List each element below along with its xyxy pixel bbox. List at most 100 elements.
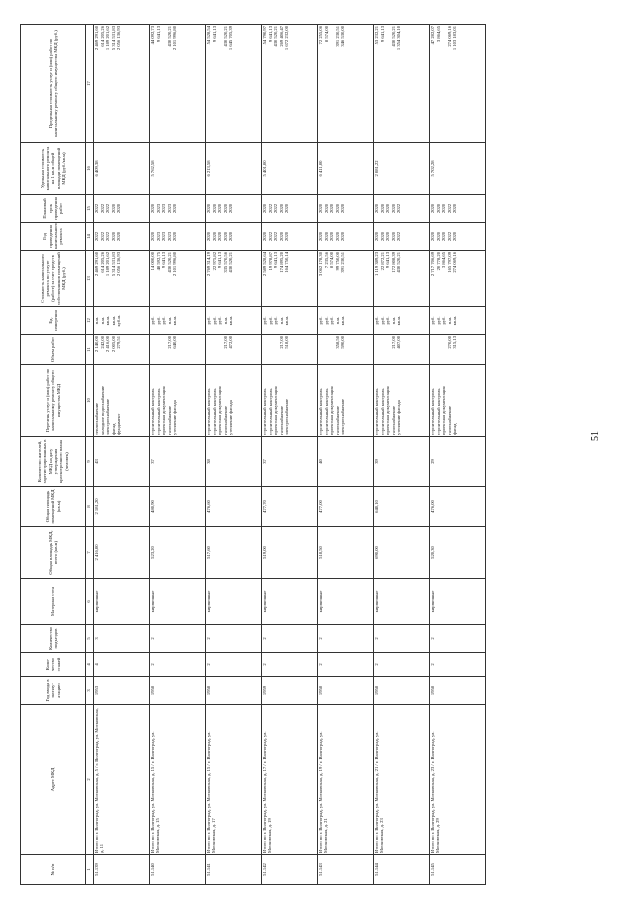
column-number: 5 <box>85 624 94 653</box>
table-cell: Итого по г. Волгоград, ул. Московская, д… <box>429 704 486 855</box>
table-cell: 2 <box>261 624 318 653</box>
table-cell: 51.142 <box>261 854 318 885</box>
table-cell: 2 081,22 <box>373 142 430 195</box>
header-row: № п/п Адрес МКД Год ввода в эксплу-атацию К… <box>20 24 86 885</box>
table-cell: 2 <box>317 652 374 677</box>
table-cell: Итого по г. Волгоград, ул. Московская, д… <box>317 704 374 855</box>
table-cell-list: 72 255,06 8 574,00 391 230,51 346 530,00 <box>317 24 374 143</box>
list-item: 315,13 <box>452 336 458 349</box>
table-cell-list: руб. руб. руб. п.м. кв.м. <box>261 306 318 335</box>
column-header: Ед. измерения <box>20 306 86 335</box>
list-item: 346 530,00 <box>340 26 346 47</box>
table-cell-list: 54 528,54 9 641,13 430 520,21 1 645 705,39 <box>205 24 262 143</box>
list-item: 279,51 <box>116 336 122 349</box>
table-cell: 51.145 <box>429 854 486 885</box>
list-item: кв.м. <box>452 315 458 326</box>
table-cell-list: 2 717 706,69 20 778,20 3 864,65 165 797,09 2… <box>429 250 486 307</box>
list-item: кв.м. <box>172 315 178 326</box>
column-header: Удельная стоимость капитального ремонта … <box>20 142 86 195</box>
list-item: 2020 <box>284 231 290 242</box>
table-cell: кирпичные <box>93 578 150 625</box>
table-cell: 5 702,28 <box>429 142 486 195</box>
list-item: 2020 <box>284 203 290 214</box>
list-item: куб.м. <box>116 314 122 327</box>
table-cell-list: 2 140,00 242,00 2 416,00 2 005,00 279,51 <box>93 334 150 365</box>
table-cell: 5 401,00 <box>261 142 318 195</box>
table-cell: 2 <box>205 624 262 653</box>
table-cell-list: 2020 2023 2023 2023 2020 <box>149 222 206 251</box>
table-cell-list: 54 790,97 9 641,13 430 520,21 269 406,47 1 6… <box>261 24 318 143</box>
table-cell: 2 <box>261 652 318 677</box>
rotated-table-container: № п/п Адрес МКД Год ввода в эксплу-атацию К… <box>20 24 580 885</box>
table-cell: 3 <box>93 624 150 653</box>
table-cell: 2 416,00 <box>93 526 150 579</box>
table-cell-list: 2020 2020 2020 2020 2020 <box>317 222 374 251</box>
list-item: 391 230,51 <box>340 252 346 273</box>
table-cell-list: 2020 2020 2020 2022 2020 <box>429 194 486 223</box>
column-number: 1 <box>85 854 94 885</box>
table-cell: Итого по г. Волгоград, ул. Московская, д… <box>205 704 262 855</box>
table-cell-list: 2020 2020 2020 2022 2020 <box>429 222 486 251</box>
table-cell-list: руб. руб. руб. п.м. кв.м. <box>149 306 206 335</box>
table-cell-list: 2 769 314,19 22 975,82 9 641,13 335 570,56 4… <box>205 250 262 307</box>
table-cell-list: 2022 2022 2022 2020 2020 <box>93 194 150 223</box>
column-header: Материал стен <box>20 578 86 625</box>
list-item: 640,00 <box>172 336 178 349</box>
list-item: электроснабжение <box>340 398 346 435</box>
table-cell-list: 2020 2020 2020 2020 2022 <box>373 222 430 251</box>
table-cell: 51.139 <box>93 854 150 885</box>
table-cell: 51.140 <box>149 854 206 885</box>
table-cell: Итого по г. Волгоград, ул. Московская, д… <box>149 704 206 855</box>
table-cell: 43 <box>93 436 150 487</box>
table-cell-list: строительный контроль строительный контро… <box>205 364 262 437</box>
list-item: электроснабжение <box>284 398 290 435</box>
table-cell-list: строительный контроль строительный контро… <box>373 364 430 437</box>
table-cell: 38 <box>205 436 262 487</box>
table-cell-list: 14 000,00 48 592,75 9 641,13 430 520,21 2 10… <box>149 250 206 307</box>
table-cell-list: строительный контроль строительный контро… <box>429 364 486 437</box>
table-cell-list: 217,00 640,00 <box>149 334 206 365</box>
column-header: Стоимость капитального ремонта по услуге… <box>20 250 86 307</box>
list-item: утепление фасада <box>228 400 234 435</box>
table-cell-list: 2 469 291,60 614 205,26 1 189 201,62 5 314 … <box>93 250 150 307</box>
list-item: 274 069,16 <box>452 252 458 273</box>
table-cell: 1958 <box>429 676 486 705</box>
table-cell: 29 <box>429 436 486 487</box>
table-cell-list: 2020 2020 2020 2020 2020 <box>317 194 374 223</box>
table-cell-list: п.м. п.м. кв.м. кв.м. куб.м. <box>93 306 150 335</box>
list-item: 2020 <box>452 203 458 214</box>
table-cell: кирпичные <box>149 578 206 625</box>
table-row: 51.139 Итого по г. Волгоград, ул. Московс… <box>93 24 150 885</box>
column-header: Количество жителей, зарегистрированных в… <box>20 436 86 487</box>
table-cell: 1958 <box>205 676 262 705</box>
column-number: 7 <box>85 526 94 579</box>
table-cell: кирпичные <box>317 578 374 625</box>
column-number: 11 <box>85 334 94 365</box>
table-cell-list: 270,00 315,13 <box>429 334 486 365</box>
list-item: кв.м. <box>396 315 402 326</box>
table-cell: 2 <box>373 624 430 653</box>
table-cell: 477,00 <box>317 486 374 527</box>
table-cell-list: 2020 2022 2022 2020 2020 <box>261 222 318 251</box>
column-number-row: 1 2 3 4 5 6 7 8 9 10 11 12 13 14 15 16 17 <box>85 24 94 885</box>
column-number: 8 <box>85 486 94 527</box>
table-cell-list: 2020 2020 2020 2020 2020 <box>205 222 262 251</box>
table-cell: Итого по г. Волгоград, ул. Московская, д… <box>261 704 318 855</box>
table-cell-list: 2022 2022 2022 2020 2020 <box>93 222 150 251</box>
column-header: Коли-чество этажей <box>20 652 86 677</box>
table-cell: 1958 <box>373 676 430 705</box>
column-number: 13 <box>85 250 94 307</box>
column-header: Плановый срок проведения работ <box>20 194 86 223</box>
list-item: 1 354 304,10 <box>396 26 402 51</box>
list-item: 1 672 232,00 <box>284 26 290 51</box>
table-cell-list: 3 062 178,30 7 235,56 8 574,00 99 750,00 391… <box>317 250 374 307</box>
table-cell-list: руб. руб. руб. п.м. кв.м. <box>373 306 430 335</box>
table-cell-list: 2020 2020 2020 2020 2020 <box>205 194 262 223</box>
table-cell: 477,70 <box>261 486 318 527</box>
table-cell-list: 217,00 407,00 <box>373 334 430 365</box>
table-cell: 6 213,58 <box>205 142 262 195</box>
table-cell: 518,50 <box>317 526 374 579</box>
list-item: 2 101 996,80 <box>172 252 178 277</box>
table-cell: 1958 <box>317 676 374 705</box>
page-number: 51 <box>590 431 601 441</box>
